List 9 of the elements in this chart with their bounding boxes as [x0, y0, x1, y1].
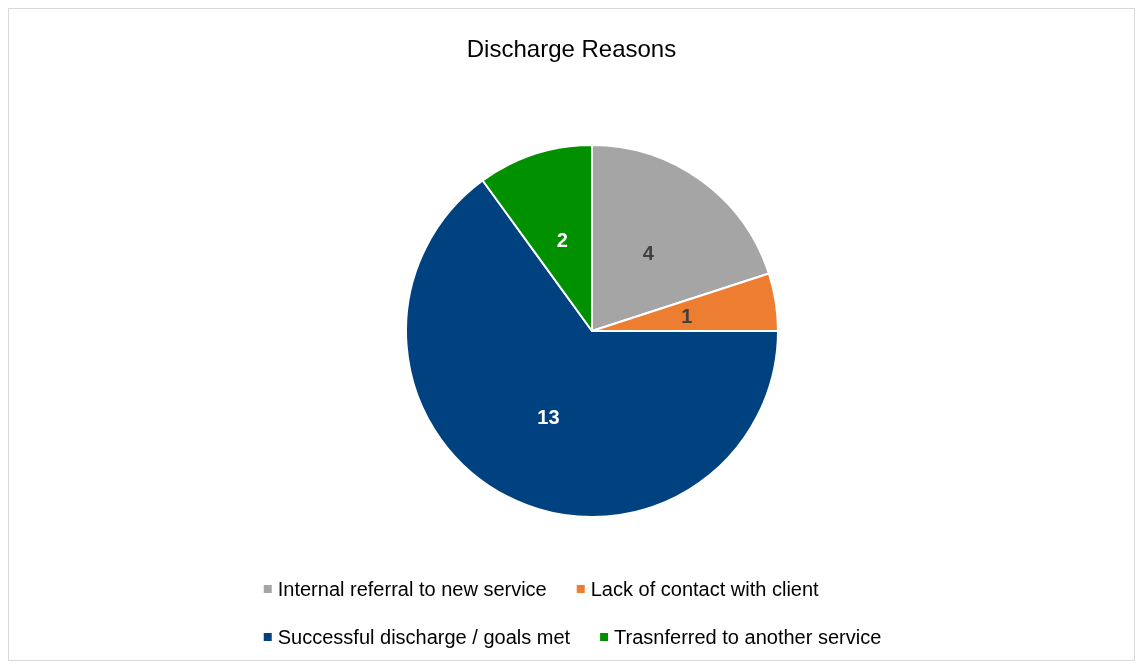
legend-label: Successful discharge / goals met: [277, 626, 571, 648]
data-label: 13: [537, 405, 560, 428]
data-label: 4: [642, 242, 655, 265]
data-label: 2: [556, 228, 568, 251]
chart-title: Discharge Reasons: [466, 34, 677, 62]
legend-label: Lack of contact with client: [590, 578, 820, 600]
legend-label: Trasnferred to another service: [614, 626, 882, 648]
legend-label: Internal referral to new service: [277, 578, 547, 600]
data-label: 1: [681, 304, 693, 327]
